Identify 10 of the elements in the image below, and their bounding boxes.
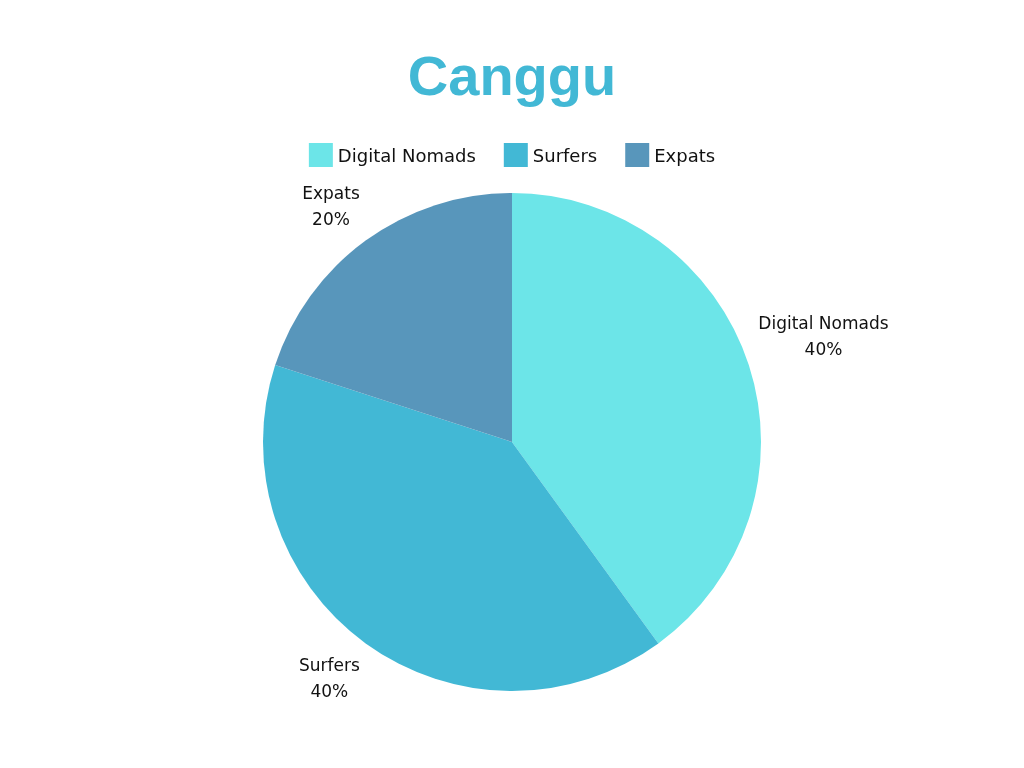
- legend-label: Surfers: [532, 144, 598, 166]
- data-label: 40%: [804, 338, 843, 359]
- chart-title: Canggu: [407, 43, 617, 107]
- legend-label: Digital Nomads: [337, 144, 476, 166]
- data-label: 20%: [312, 209, 350, 230]
- slice-label: Surfers: [298, 654, 360, 675]
- data-label: 40%: [310, 680, 349, 701]
- legend-label: Expats: [654, 144, 716, 166]
- slice-label: Digital Nomads: [758, 312, 889, 333]
- slice-label: Expats: [302, 183, 360, 204]
